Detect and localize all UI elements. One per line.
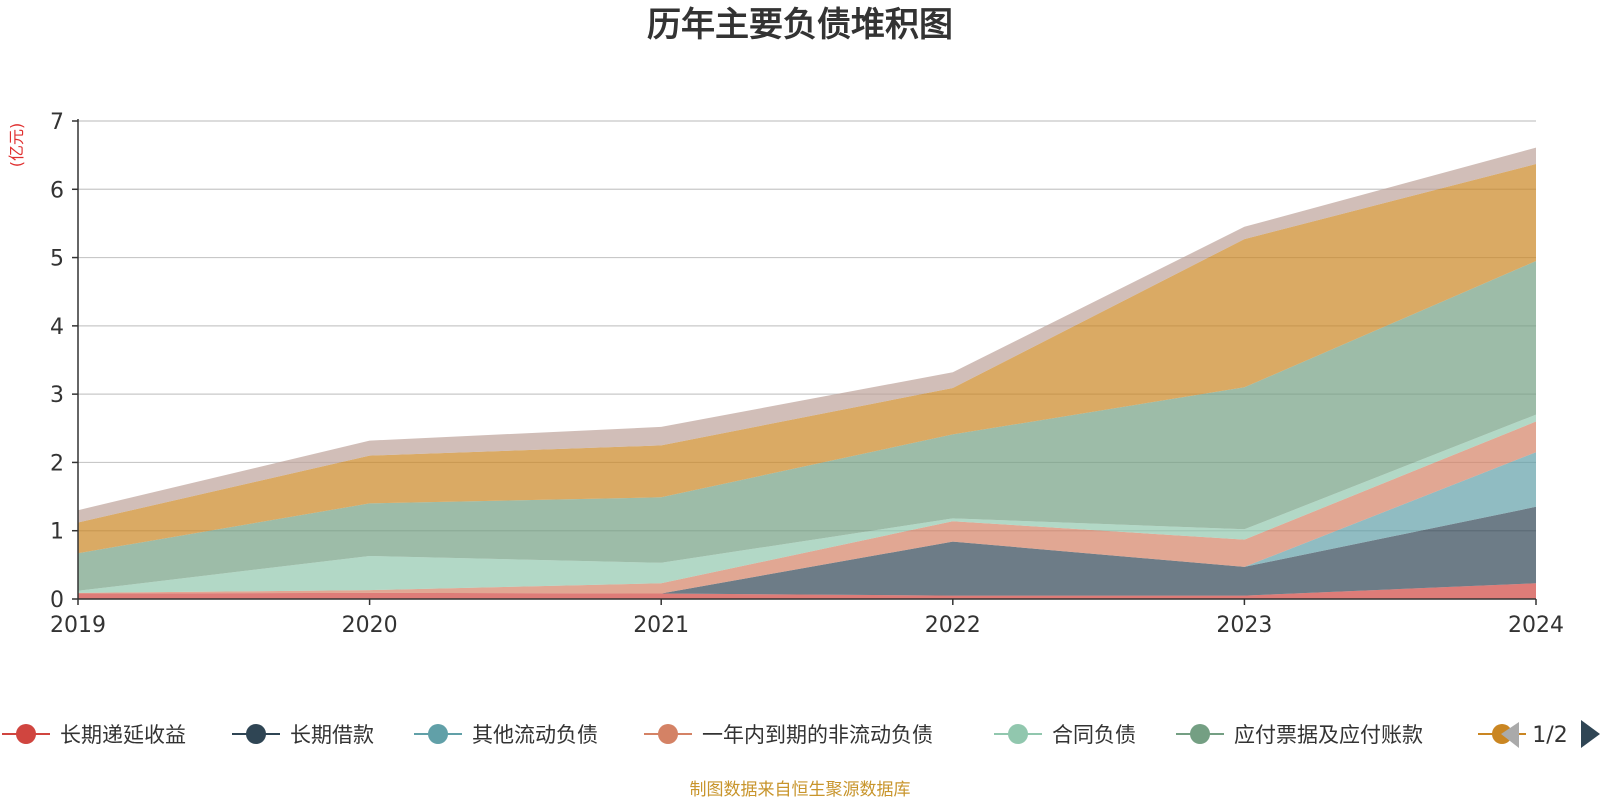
legend-marker-icon xyxy=(1008,724,1028,744)
data-source-note: 制图数据来自恒生聚源数据库 xyxy=(690,780,911,800)
legend-marker-icon xyxy=(658,724,678,744)
axes: 2019 2020 2021 2022 2023 2024 xyxy=(50,119,1564,638)
y-tick-label: 4 xyxy=(50,315,64,340)
area-series-7 xyxy=(78,164,1536,554)
legend-label: 合同负债 xyxy=(1052,723,1136,747)
legend: 长期递延收益 长期借款 其他流动负债 一年内到期的非流动负债 合同负债 应付票据及应付账款… xyxy=(2,720,1600,748)
area-series-2 xyxy=(78,506,1536,596)
legend-item-2[interactable]: 长期借款 xyxy=(232,723,374,747)
legend-label: 其他流动负债 xyxy=(472,723,598,747)
legend-page-indicator: 1/2 xyxy=(1532,723,1567,748)
legend-label: 长期递延收益 xyxy=(60,723,186,747)
x-tick-label: 2024 xyxy=(1508,613,1564,638)
area-series-8 xyxy=(78,147,1536,523)
legend-item-3[interactable]: 其他流动负债 xyxy=(414,723,598,747)
legend-item-1[interactable]: 长期递延收益 xyxy=(2,723,186,747)
legend-label: 应付票据及应付账款 xyxy=(1234,723,1423,747)
legend-item-5[interactable]: 合同负债 xyxy=(994,723,1136,747)
y-tick-label: 1 xyxy=(50,520,64,545)
legend-label: 一年内到期的非流动负债 xyxy=(702,723,933,747)
legend-next-page-icon[interactable] xyxy=(1581,720,1600,748)
area-series-5 xyxy=(78,414,1536,593)
area-series xyxy=(78,147,1536,599)
y-axis-unit-label: (亿元) xyxy=(7,123,26,168)
y-tick-label: 3 xyxy=(50,383,64,408)
legend-marker-icon xyxy=(246,724,266,744)
x-tick-label: 2021 xyxy=(633,613,689,638)
area-series-1 xyxy=(78,583,1536,599)
legend-marker-icon xyxy=(16,724,36,744)
x-tick-label: 2020 xyxy=(342,613,398,638)
y-tick-label: 2 xyxy=(50,451,64,476)
x-tick-label: 2022 xyxy=(925,613,981,638)
legend-item-4[interactable]: 一年内到期的非流动负债 xyxy=(644,723,933,747)
y-tick-label: 7 xyxy=(50,110,64,135)
area-series-4 xyxy=(78,421,1536,594)
legend-prev-page-icon[interactable] xyxy=(1501,722,1519,748)
y-tick-label: 0 xyxy=(50,588,64,613)
chart-title: 历年主要负债堆积图 xyxy=(647,5,953,45)
legend-label: 长期借款 xyxy=(290,723,374,747)
area-series-6 xyxy=(78,261,1536,591)
y-tick-label: 5 xyxy=(50,247,64,272)
legend-item-6[interactable]: 应付票据及应付账款 xyxy=(1176,723,1423,747)
x-tick-label: 2019 xyxy=(50,613,106,638)
x-tick-label: 2023 xyxy=(1216,613,1272,638)
y-tick-label: 6 xyxy=(50,178,64,203)
legend-marker-icon xyxy=(428,724,448,744)
legend-marker-icon xyxy=(1190,724,1210,744)
